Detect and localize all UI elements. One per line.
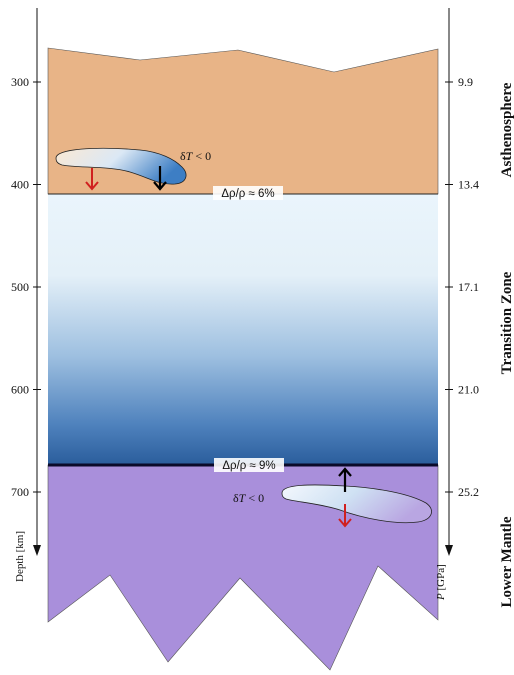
upper-slab-delta-t: δT < 0 — [180, 149, 211, 163]
depth-tick-label: 700 — [11, 485, 29, 499]
lower-slab-red-arrow — [338, 504, 352, 528]
label-transition-zone: Transition Zone — [499, 271, 514, 374]
depth-tick-label: 600 — [11, 383, 29, 397]
label-asthenosphere: Asthenosphere — [499, 82, 514, 177]
lower-slab-black-arrow — [338, 467, 352, 492]
depth-axis-arrowhead — [33, 545, 41, 556]
upper-slab-red-arrow — [85, 168, 99, 191]
upper-slab — [55, 147, 187, 185]
upper-slab-black-arrow — [153, 166, 167, 191]
asthenosphere-layer — [47, 47, 439, 195]
depth-tick-label: 500 — [11, 280, 29, 294]
pressure-axis-title: P [GPa] — [435, 564, 447, 601]
depth-axis-title: Depth [km] — [14, 531, 26, 582]
lower-slab-delta-t: δT < 0 — [233, 491, 264, 505]
pressure-tick-label: 9.9 — [458, 75, 473, 89]
pressure-tick-label: 13.4 — [458, 178, 479, 192]
upper-boundary-label: Δρ/ρ ≈ 6% — [221, 188, 274, 200]
lower-boundary-label-bg — [214, 458, 284, 472]
label-lower-mantle: Lower Mantle — [499, 516, 514, 607]
upper-boundary-label-bg — [213, 186, 283, 200]
transition-zone-layer — [48, 194, 438, 465]
depth-tick-label: 300 — [11, 75, 29, 89]
lower-boundary-label: Δρ/ρ ≈ 9% — [222, 460, 275, 472]
depth-tick-label: 400 — [11, 178, 29, 192]
pressure-tick-label: 21.0 — [458, 383, 479, 397]
pressure-tick-label: 25.2 — [458, 485, 479, 499]
lower-mantle-layer — [47, 464, 439, 671]
pressure-tick-label: 17.1 — [458, 280, 479, 294]
pressure-axis-arrowhead — [445, 545, 453, 556]
